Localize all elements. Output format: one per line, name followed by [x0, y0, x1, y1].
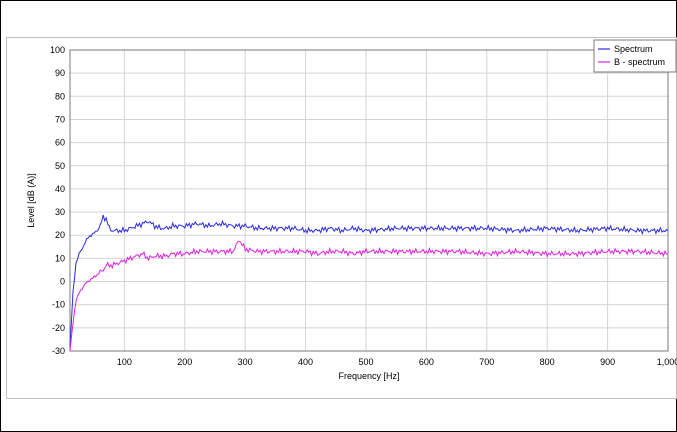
x-tick-label: 100: [117, 357, 132, 367]
y-tick-label: 10: [55, 253, 65, 263]
y-tick-label: -10: [52, 300, 65, 310]
y-tick-label: 80: [55, 91, 65, 101]
y-tick-label: 0: [60, 277, 65, 287]
y-tick-label: 90: [55, 68, 65, 78]
legend-label-spectrum: Spectrum: [614, 44, 653, 54]
x-tick-label: 300: [238, 357, 253, 367]
x-tick-label: 500: [358, 357, 373, 367]
y-tick-label: 50: [55, 161, 65, 171]
legend-box: [593, 39, 677, 73]
y-tick-label: 40: [55, 184, 65, 194]
y-tick-label: -20: [52, 323, 65, 333]
x-axis-title: Frequency [Hz]: [338, 371, 399, 381]
x-tick-label: 200: [177, 357, 192, 367]
y-tick-label: 20: [55, 230, 65, 240]
y-tick-label: -30: [52, 346, 65, 356]
y-tick-label: 60: [55, 138, 65, 148]
y-tick-label: 100: [50, 45, 65, 55]
series-line-spectrum: [69, 214, 669, 347]
x-tick-label: 600: [419, 357, 434, 367]
y-axis-title: Level [dB (A)]: [26, 173, 36, 228]
x-tick-label: 800: [540, 357, 555, 367]
x-tick-label: 900: [600, 357, 615, 367]
x-axis-ticks: 100 200 300 400 500 600 700 800 900 1,000: [117, 357, 677, 367]
chart-panel: [6, 37, 677, 399]
y-tick-label: 30: [55, 207, 65, 217]
plot-area: [69, 49, 669, 352]
x-tick-label: 700: [479, 357, 494, 367]
series-line-b-spectrum: [69, 240, 669, 352]
x-tick-label: 400: [298, 357, 313, 367]
y-tick-label: 70: [55, 114, 65, 124]
x-tick-label: 1,000: [657, 357, 677, 367]
legend-label-b-spectrum: B - spectrum: [614, 57, 665, 67]
grid: [70, 49, 669, 352]
series-lines: [69, 214, 669, 352]
legend: Spectrum B - spectrum: [593, 39, 677, 73]
